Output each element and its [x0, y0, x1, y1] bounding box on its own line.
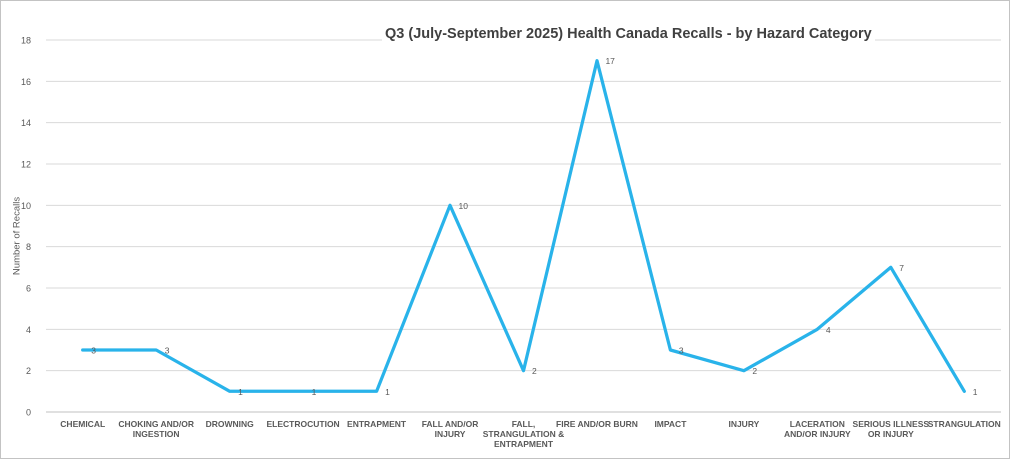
data-point-label: 1 — [973, 387, 978, 397]
data-point-label: 17 — [605, 56, 615, 66]
y-tick-label: 0 — [26, 408, 31, 418]
x-axis-category-label: SERIOUS ILLNESS OR INJURY — [853, 419, 930, 439]
chart-title: Q3 (July-September 2025) Health Canada R… — [382, 26, 875, 42]
data-point-label: 1 — [238, 387, 243, 397]
y-tick-label: 16 — [21, 77, 31, 87]
y-axis-title: Number of Recalls — [11, 196, 23, 276]
x-axis-category-label: FALL, STRANGULATION & ENTRAPMENT — [483, 419, 565, 449]
data-point-label: 3 — [679, 346, 684, 356]
recalls-line-series — [81, 59, 966, 393]
x-axis-category-label: ELECTROCUTION — [267, 419, 340, 429]
y-tick-label: 8 — [26, 242, 31, 252]
y-tick-label: 18 — [21, 36, 31, 46]
data-point-label: 1 — [312, 387, 317, 397]
data-point-label: 2 — [532, 366, 537, 376]
y-tick-label: 10 — [21, 201, 31, 211]
x-axis-category-label: LACERATION AND/OR INJURY — [784, 419, 851, 439]
x-axis-category-label: INJURY — [728, 419, 759, 429]
y-tick-label: 4 — [26, 325, 31, 335]
y-tick-label: 12 — [21, 160, 31, 170]
data-point-label: 3 — [165, 346, 170, 356]
x-axis-category-label: STRANGULATION — [928, 419, 1001, 429]
data-point-label: 7 — [899, 263, 904, 273]
x-axis-category-label: CHOKING AND/OR INGESTION — [118, 419, 194, 439]
data-point-label: 3 — [91, 346, 96, 356]
x-axis-category-label: DROWNING — [206, 419, 255, 429]
y-tick-label: 14 — [21, 118, 31, 128]
x-axis-category-label: FALL AND/OR INJURY — [422, 419, 479, 439]
x-axis-category-label: CHEMICAL — [60, 419, 105, 429]
data-point-label: 1 — [385, 387, 390, 397]
x-axis-category-label: FIRE AND/OR BURN — [556, 419, 638, 429]
data-point-label: 2 — [752, 366, 757, 376]
y-tick-label: 6 — [26, 284, 31, 294]
data-point-label: 4 — [826, 325, 831, 335]
x-axis-category-label: ENTRAPMENT — [347, 419, 407, 429]
data-point-label: 10 — [459, 201, 469, 211]
y-tick-label: 2 — [26, 366, 31, 376]
x-axis-category-label: IMPACT — [654, 419, 687, 429]
